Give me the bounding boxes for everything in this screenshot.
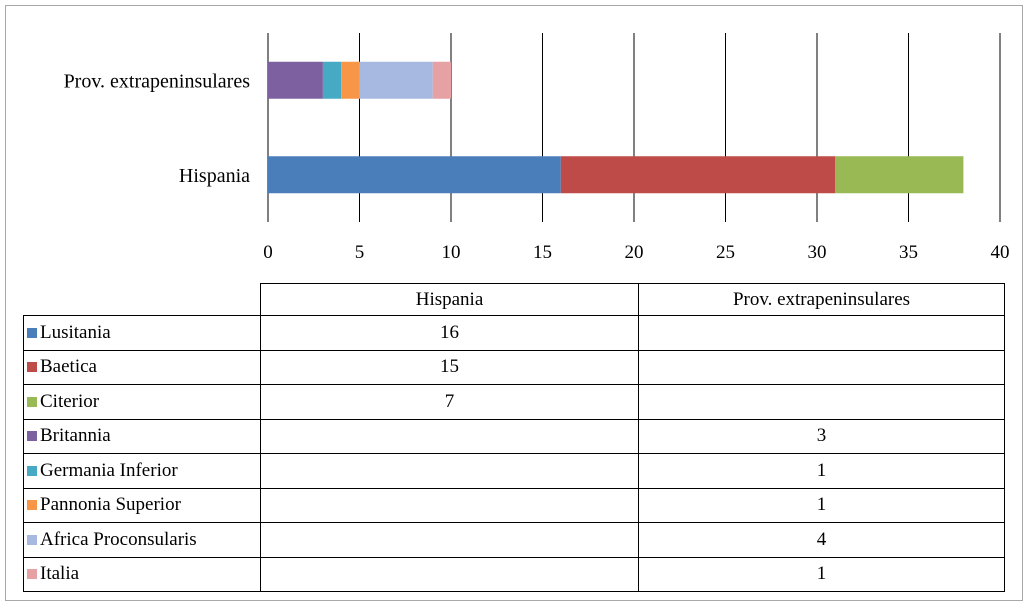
series-name: Britannia: [40, 425, 111, 447]
cell-hispania: [260, 453, 639, 489]
category-label: Prov. extrapeninsulares: [64, 70, 251, 92]
bar-segment: [432, 61, 451, 99]
x-tick-label: 35: [899, 242, 918, 263]
legend-swatch: [27, 465, 37, 476]
data-table: Hispania Prov. extrapeninsulares Lusitan…: [23, 283, 1005, 592]
row-label: Lusitania: [23, 315, 261, 351]
chart-frame: [5, 5, 1023, 601]
table-row: Africa Proconsularis 4: [23, 522, 1005, 558]
x-tick-label: 30: [808, 242, 827, 263]
row-label: Baetica: [23, 349, 261, 385]
bar-segment: [268, 61, 323, 99]
table-row: Baetica 15: [23, 349, 1005, 385]
x-tick-label: 10: [442, 242, 461, 263]
row-label: Britannia: [23, 418, 261, 454]
x-tick-label: 40: [991, 242, 1010, 263]
cell-extrapeninsulares: [638, 384, 1005, 420]
row-label: Germania Inferior: [23, 453, 261, 489]
cell-hispania: [260, 487, 639, 523]
series-name: Germania Inferior: [40, 459, 178, 481]
series-name: Pannonia Superior: [40, 494, 181, 516]
bar-segment: [359, 61, 433, 99]
legend-swatch: [27, 431, 37, 442]
cell-extrapeninsulares: 4: [638, 522, 1005, 558]
table-row: Lusitania 16: [23, 315, 1005, 351]
table-row: Britannia 3: [23, 418, 1005, 454]
cell-hispania: [260, 522, 639, 558]
series-name: Africa Proconsularis: [40, 528, 197, 550]
cell-extrapeninsulares: 3: [638, 418, 1005, 454]
x-tick-label: 15: [533, 242, 552, 263]
cell-extrapeninsulares: 1: [638, 556, 1005, 592]
cell-hispania: 7: [260, 384, 639, 420]
cell-hispania: 16: [260, 315, 639, 351]
bar-segment: [268, 156, 561, 194]
legend-swatch: [27, 362, 37, 373]
row-label: Italia: [23, 556, 261, 592]
cell-hispania: [260, 556, 639, 592]
bar-segment: [341, 61, 360, 99]
table-row: Germania Inferior 1: [23, 453, 1005, 489]
legend-swatch: [27, 500, 37, 511]
column-header-hispania: Hispania: [260, 283, 639, 316]
x-tick-label: 20: [625, 242, 644, 263]
table-corner: [23, 283, 261, 316]
table-row: Pannonia Superior 1: [23, 487, 1005, 523]
x-tick-label: 0: [263, 242, 273, 263]
legend-swatch: [27, 569, 37, 580]
cell-extrapeninsulares: 1: [638, 453, 1005, 489]
cell-extrapeninsulares: [638, 315, 1005, 351]
cell-hispania: [260, 418, 639, 454]
cell-hispania: 15: [260, 349, 639, 385]
legend-swatch: [27, 327, 37, 338]
series-name: Baetica: [40, 356, 97, 378]
row-label: Africa Proconsularis: [23, 522, 261, 558]
series-name: Italia: [40, 563, 80, 585]
x-tick-label: 5: [355, 242, 365, 263]
table-header-row: Hispania Prov. extrapeninsulares: [23, 283, 1005, 316]
bar-segment: [835, 156, 964, 194]
series-name: Lusitania: [40, 321, 111, 343]
cell-extrapeninsulares: 1: [638, 487, 1005, 523]
column-header-extrapeninsulares: Prov. extrapeninsulares: [638, 283, 1005, 316]
legend-swatch: [27, 534, 37, 545]
series-name: Citerior: [40, 390, 100, 412]
row-label: Citerior: [23, 384, 261, 420]
table-row: Citerior 7: [23, 384, 1005, 420]
row-label: Pannonia Superior: [23, 487, 261, 523]
table-row: Italia 1: [23, 556, 1005, 592]
legend-swatch: [27, 396, 37, 407]
bar-segment: [560, 156, 836, 194]
bar-segment: [322, 61, 342, 99]
bar-chart: Prov. extrapeninsulares Hispania 0 5 10 15 20…: [64, 33, 1010, 263]
x-tick-label: 25: [716, 242, 735, 263]
cell-extrapeninsulares: [638, 349, 1005, 385]
category-label: Hispania: [179, 165, 250, 187]
